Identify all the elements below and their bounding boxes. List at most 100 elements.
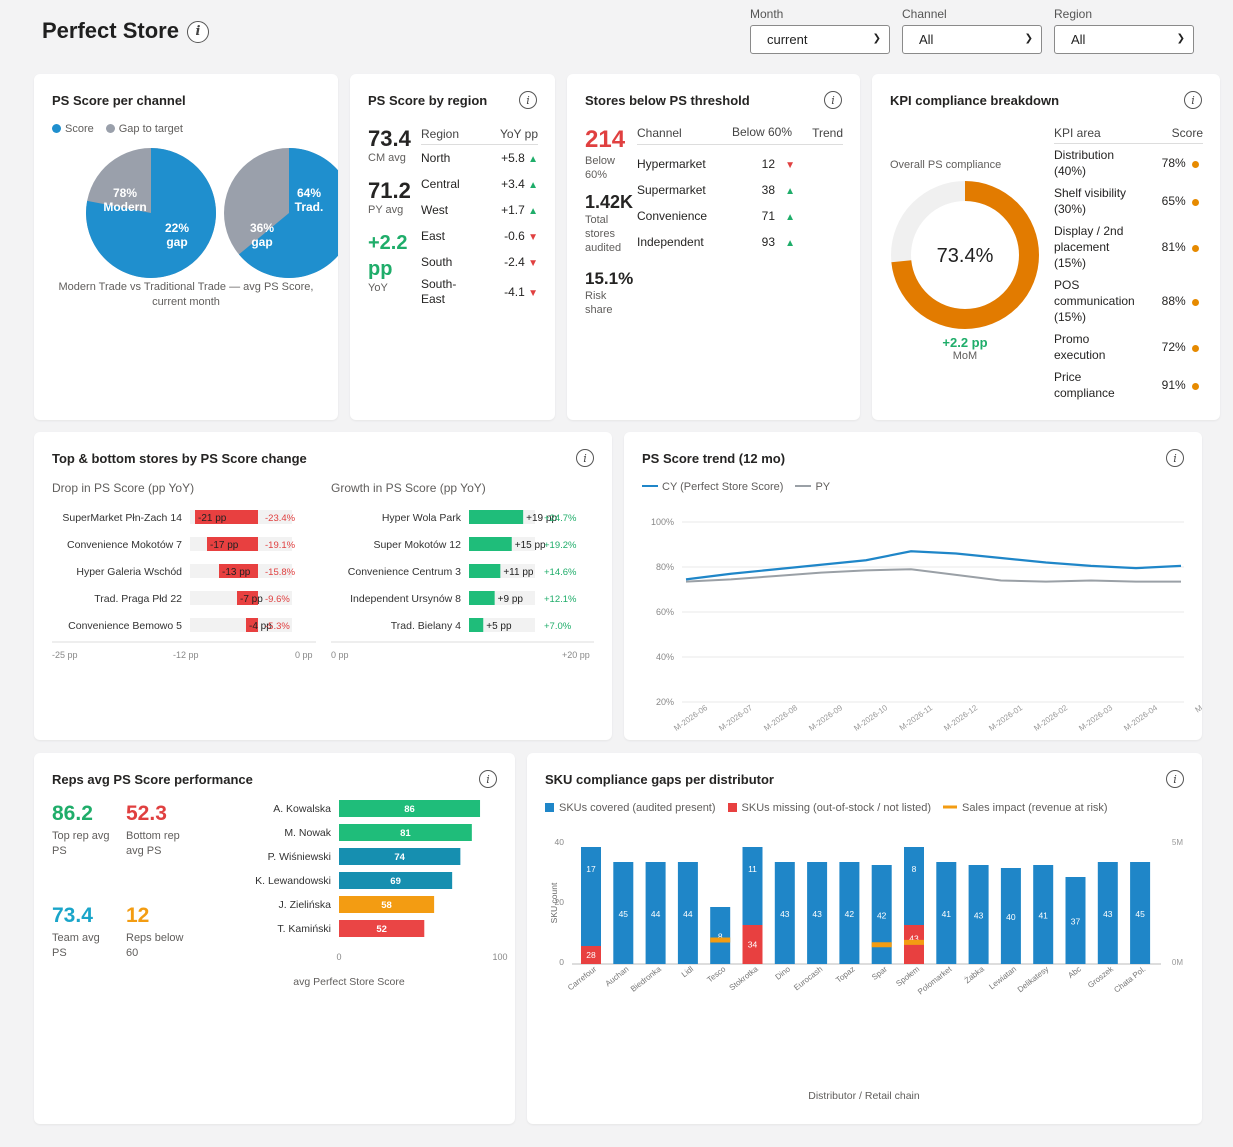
kpi-row: Price compliance 91% — [1054, 366, 1203, 404]
x-tick-label: Delikatesy — [1016, 964, 1051, 994]
x-tick-label: Abc — [1066, 964, 1082, 980]
region-select[interactable]: All ❯ — [1054, 25, 1194, 54]
store-row: Convenience 71 ▲ — [637, 203, 843, 229]
trend-icon: ▲ — [785, 238, 795, 249]
region-row: West +1.7 ▲ — [421, 197, 538, 223]
info-icon[interactable]: i — [1166, 449, 1184, 467]
region-name: Central — [421, 176, 460, 191]
ps-channel-card: PS Score per channel Score Gap to target… — [34, 74, 338, 420]
y2-tick-label: 0M — [1172, 958, 1183, 967]
info-icon[interactable]: i — [1166, 770, 1184, 788]
growth-axis-max: +20 pp — [562, 650, 590, 660]
drop-store-name: Convenience Bemowo 5 — [68, 620, 182, 632]
kpi-row: Distribution (40%) 78% — [1054, 144, 1203, 182]
growth-axis-min: 0 pp — [331, 650, 349, 660]
ps-region-card: PS Score by region i 73.4 CM avg 71.2 PY… — [350, 74, 555, 420]
x-tick-label: Carrefour — [566, 964, 598, 992]
x-tick-label: Polomarket — [916, 964, 954, 996]
rep-kpi-below: 12 Reps below 60 — [126, 904, 184, 959]
card-title: Reps avg PS Score performance — [52, 772, 253, 787]
region-row: South -2.4 ▼ — [421, 249, 538, 275]
y-tick-label: 60% — [656, 607, 674, 617]
x-tick-label: Żabka — [963, 964, 986, 985]
kpi-row: Promo execution 72% — [1054, 328, 1203, 366]
legend-item-gap: Gap to target — [105, 123, 183, 135]
kpi-score: 65% — [1162, 194, 1203, 208]
axis-min: 0 — [336, 952, 341, 962]
chevron-down-icon: ❯ — [872, 33, 881, 44]
kpi-area: Distribution (40%) — [1054, 148, 1115, 178]
drop-store-name: SuperMarket Płn-Zach 14 — [62, 512, 182, 524]
rep-bar-value: 52 — [376, 924, 387, 935]
pie-gap-word: gap — [251, 235, 272, 249]
rep-bar — [339, 920, 425, 937]
info-icon[interactable]: i — [479, 770, 497, 788]
drop-bar — [237, 591, 258, 605]
rep-bar-value: 58 — [381, 900, 392, 911]
channel-select-value: All — [919, 32, 934, 47]
region-name: East — [421, 228, 446, 243]
info-icon[interactable]: i — [1184, 91, 1202, 109]
sku-covered-bar — [1065, 877, 1086, 964]
store-row: Supermarket 38 ▲ — [637, 177, 843, 203]
sku-covered-bar — [1130, 862, 1151, 964]
page-title: Perfect Store i — [42, 18, 209, 44]
info-icon[interactable]: i — [519, 91, 537, 109]
trend-card: PS Score trend (12 mo) i CY (Perfect Sto… — [624, 432, 1202, 740]
drop-store-name: Convenience Mokotów 7 — [67, 539, 182, 551]
region-table: Region YoY pp North +5.8 ▲ Central +3.4 ▲… — [421, 127, 538, 309]
rep-name: J. Zielińska — [278, 899, 331, 911]
drop-bar-label: -21 pp — [198, 513, 227, 524]
info-icon[interactable]: i — [186, 20, 209, 43]
filter-region[interactable]: Region All ❯ — [1054, 7, 1194, 54]
sku-missing-label: 34 — [748, 940, 758, 950]
kpi-below: 214 Below 60% — [585, 126, 626, 181]
legend-item-py: PY — [795, 481, 831, 493]
kpi-compliance-card: KPI compliance breakdown i Overall PS co… — [872, 74, 1220, 420]
filter-month[interactable]: Month current ❯ — [750, 7, 890, 54]
sku-covered-label: 11 — [748, 864, 757, 874]
info-icon[interactable]: i — [576, 449, 594, 467]
sku-covered-bar — [871, 865, 892, 964]
drop-pct: -19.1% — [265, 540, 296, 551]
drop-bar-label: -7 pp — [240, 594, 263, 605]
donut-label: Overall PS compliance — [890, 159, 1002, 171]
sku-covered-label: 43 — [780, 909, 790, 919]
x-tick-label: M-2026-09 — [807, 703, 844, 733]
card-title: Top & bottom stores by PS Score change — [52, 451, 307, 466]
kpi-score: 72% — [1162, 340, 1203, 354]
sku-missing-label: 28 — [586, 950, 596, 960]
donut-value: 73.4% — [937, 245, 994, 267]
region-row: South- East -4.1 ▼ — [421, 275, 538, 309]
region-yoy: -4.1 ▼ — [504, 285, 538, 299]
sku-covered-bar — [936, 862, 957, 964]
kpi-row: Display / 2nd placement (15%) 81% — [1054, 220, 1203, 274]
month-select[interactable]: current ❯ — [750, 25, 890, 54]
x-tick-label: Dino — [774, 964, 793, 982]
legend-item-cy: CY (Perfect Store Score) — [642, 481, 784, 493]
rep-bar-value: 81 — [400, 828, 411, 839]
store-row: Hypermarket 12 ▼ — [637, 151, 843, 177]
growth-pct: +14.6% — [544, 567, 577, 578]
sku-covered-bar — [1097, 862, 1118, 964]
rep-kpi-team: 73.4 Team avg PS — [52, 904, 100, 959]
x-tick-label: M-2026-12 — [942, 703, 979, 733]
x-tick-label: Tesco — [705, 964, 727, 984]
info-icon[interactable]: i — [824, 91, 842, 109]
growth-bar — [469, 591, 495, 605]
region-yoy: +1.7 ▲ — [501, 203, 538, 217]
region-row: North +5.8 ▲ — [421, 145, 538, 171]
sku-covered-label: 43 — [974, 911, 984, 921]
pie-score-pct: 64% — [297, 186, 321, 200]
growth-store-name: Super Mokotów 12 — [373, 539, 461, 551]
rep-name: A. Kowalska — [273, 803, 331, 815]
rep-kpi-top: 86.2 Top rep avg PS — [52, 802, 110, 857]
channel-select[interactable]: All ❯ — [902, 25, 1042, 54]
filter-channel[interactable]: Channel All ❯ — [902, 7, 1042, 54]
sku-missing-label: 43 — [909, 934, 919, 944]
cy-line — [685, 550, 1182, 581]
compliance-donut: 73.4% — [891, 181, 1039, 329]
rep-bar — [339, 872, 453, 889]
kpi-area: Promo execution — [1054, 332, 1106, 362]
sku-covered-label: 43 — [812, 909, 822, 919]
